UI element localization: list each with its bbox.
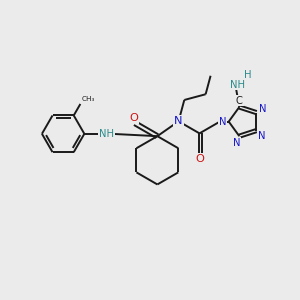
Text: N: N <box>174 116 183 126</box>
Text: CH₃: CH₃ <box>82 96 95 102</box>
Text: N: N <box>218 117 226 127</box>
Text: C: C <box>236 96 243 106</box>
Text: N: N <box>258 131 266 141</box>
Text: NH: NH <box>230 80 244 90</box>
Text: N: N <box>259 104 267 114</box>
Text: H: H <box>244 70 252 80</box>
Text: O: O <box>195 154 204 164</box>
Text: N: N <box>232 138 240 148</box>
Text: O: O <box>129 113 138 123</box>
Text: NH: NH <box>99 129 114 139</box>
